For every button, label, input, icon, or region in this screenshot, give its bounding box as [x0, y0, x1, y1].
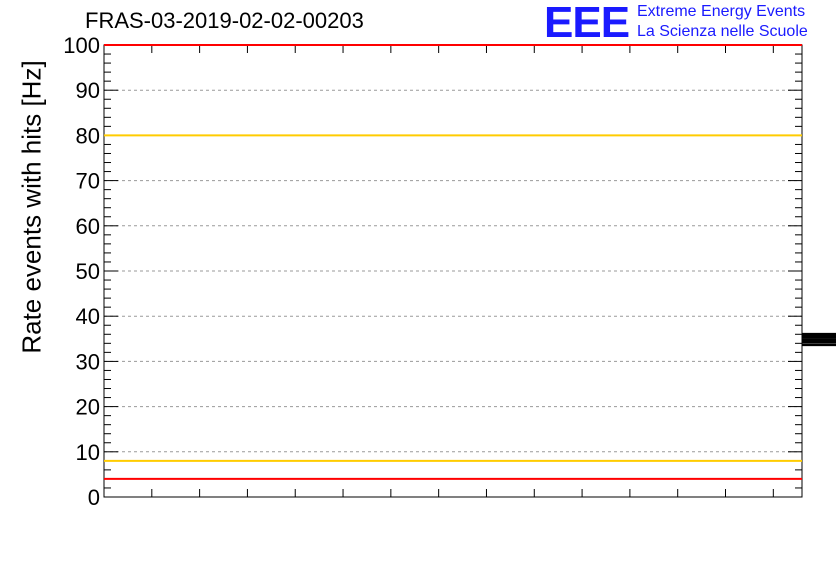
- page-title: FRAS-03-2019-02-02-00203: [85, 8, 364, 33]
- y-tick-label: 80: [76, 123, 100, 148]
- y-tick-label: 40: [76, 304, 100, 329]
- y-tick-label: 20: [76, 395, 100, 420]
- logo-line-2: La Scienza nelle Scuole: [637, 23, 808, 40]
- y-tick-label: 70: [76, 169, 100, 194]
- y-tick-label: 0: [88, 485, 100, 510]
- y-tick-label: 90: [76, 78, 100, 103]
- logo-line-1: Extreme Energy Events: [637, 3, 806, 20]
- y-tick-label: 10: [76, 440, 100, 465]
- y-tick-label: 50: [76, 259, 100, 284]
- y-tick-label: 30: [76, 349, 100, 374]
- y-axis-label: Rate events with hits [Hz]: [16, 60, 47, 354]
- logo-mark: EEE: [544, 0, 630, 47]
- y-tick-label: 60: [76, 214, 100, 239]
- eee-logo: EEE Extreme Energy Events La Scienza nel…: [544, 0, 836, 47]
- y-tick-label: 100: [63, 33, 100, 58]
